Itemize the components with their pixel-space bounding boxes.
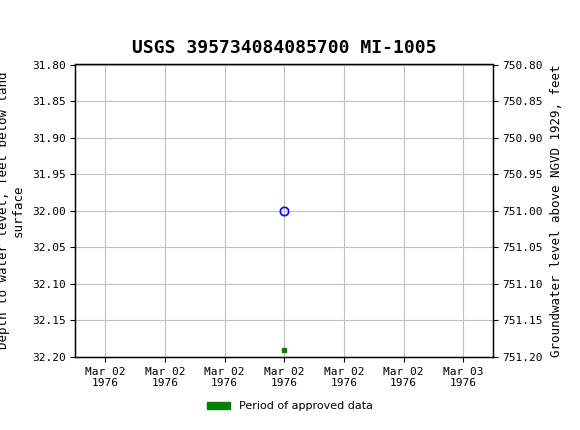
Text: ▒USGS: ▒USGS bbox=[6, 12, 64, 34]
Y-axis label: Groundwater level above NGVD 1929, feet: Groundwater level above NGVD 1929, feet bbox=[550, 64, 563, 357]
Legend: Period of approved data: Period of approved data bbox=[203, 397, 377, 416]
Y-axis label: Depth to water level, feet below land
surface: Depth to water level, feet below land su… bbox=[0, 72, 25, 350]
Title: USGS 395734084085700 MI-1005: USGS 395734084085700 MI-1005 bbox=[132, 40, 437, 57]
